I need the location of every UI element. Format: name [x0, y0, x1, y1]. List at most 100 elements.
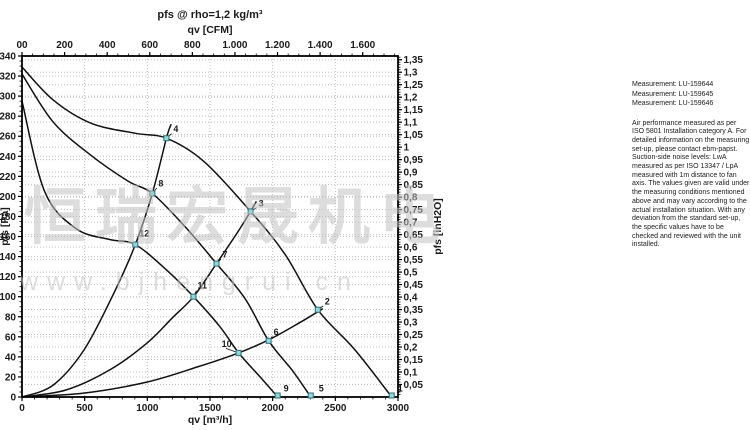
svg-text:2000: 2000 [262, 403, 285, 414]
svg-text:2500: 2500 [324, 403, 347, 414]
svg-text:0,25: 0,25 [404, 330, 424, 341]
svg-text:0,7: 0,7 [404, 218, 418, 229]
svg-text:800: 800 [184, 40, 201, 51]
svg-text:1000: 1000 [136, 403, 159, 414]
svg-text:0,55: 0,55 [404, 255, 424, 266]
fan-performance-chart: 0 500 1000 1500 2000 2500 3000 00 200 400 600 800 1.… [0, 9, 444, 426]
operating-point-marker [149, 190, 156, 197]
left-axis-label: pfs [Pa] [0, 207, 11, 246]
operating-point-label: 11 [197, 281, 207, 291]
svg-text:00: 00 [16, 40, 28, 51]
operating-point-marker [247, 208, 254, 215]
svg-text:1,25: 1,25 [404, 80, 424, 91]
svg-text:100: 100 [0, 292, 16, 303]
operating-point-label: 5 [319, 384, 324, 394]
right-axis-label: pfs [inH2O] [432, 198, 444, 255]
svg-text:1: 1 [404, 143, 410, 154]
measurement-line-3: Measurement: LU-159646 [632, 100, 714, 107]
operating-point-marker [190, 293, 197, 300]
operating-point-marker [213, 260, 220, 267]
svg-text:1.000: 1.000 [222, 40, 247, 51]
svg-text:220: 220 [0, 172, 16, 183]
operating-point-marker [274, 392, 281, 399]
operating-point-label: 9 [284, 384, 289, 394]
operating-point-label: 12 [139, 229, 149, 239]
operating-point-label: 1 [398, 384, 403, 394]
operating-point-marker [235, 349, 242, 356]
operating-point-label: 8 [158, 178, 163, 188]
operating-point-marker [388, 392, 395, 399]
svg-text:1.600: 1.600 [350, 40, 375, 51]
svg-text:0,15: 0,15 [404, 355, 424, 366]
operating-point-label: 2 [325, 297, 330, 307]
svg-text:340: 340 [0, 52, 16, 63]
svg-text:0,3: 0,3 [404, 318, 418, 329]
svg-text:260: 260 [0, 132, 16, 143]
svg-text:0,2: 0,2 [404, 343, 418, 354]
svg-text:0,05: 0,05 [404, 380, 424, 391]
svg-text:200: 200 [56, 40, 73, 51]
svg-text:0: 0 [10, 393, 16, 404]
svg-text:1.200: 1.200 [265, 40, 290, 51]
fan-curve-2 [21, 73, 312, 398]
svg-text:0,35: 0,35 [404, 305, 424, 316]
operating-point-label: 6 [274, 327, 279, 337]
svg-text:180: 180 [0, 212, 16, 223]
chart-title: pfs @ rho=1,2 kg/m³ [157, 9, 263, 21]
svg-text:0,65: 0,65 [404, 230, 424, 241]
operating-point-marker [163, 135, 170, 142]
operating-point-marker [314, 306, 321, 313]
svg-text:0,95: 0,95 [404, 155, 424, 166]
svg-text:60: 60 [5, 332, 17, 343]
axes: 0 500 1000 1500 2000 2500 3000 00 200 400 600 800 1.… [0, 40, 423, 414]
svg-text:1,1: 1,1 [404, 118, 418, 129]
svg-text:0,5: 0,5 [404, 268, 418, 279]
svg-text:1,35: 1,35 [404, 55, 424, 66]
operating-point-label: 7 [223, 250, 228, 260]
svg-text:0,85: 0,85 [404, 180, 424, 191]
fan-curve-1 [21, 66, 393, 398]
svg-text:400: 400 [99, 40, 116, 51]
svg-text:140: 140 [0, 252, 16, 263]
svg-text:600: 600 [141, 40, 158, 51]
svg-text:240: 240 [0, 152, 16, 163]
svg-text:120: 120 [0, 272, 16, 283]
fan-curve-3 [21, 100, 279, 398]
svg-text:1500: 1500 [199, 403, 222, 414]
svg-text:0,75: 0,75 [404, 205, 424, 216]
disclaimer-text: Air performance measured as per ISO 5801… [632, 119, 750, 249]
operating-point-marker [307, 392, 314, 399]
measurement-line-1: Measurement: LU-159644 [632, 81, 714, 88]
system-curve-1 [21, 123, 172, 398]
measurement-line-2: Measurement: LU-159645 [632, 90, 714, 98]
svg-text:300: 300 [0, 92, 16, 103]
system-curve-3 [21, 308, 324, 398]
svg-text:1,15: 1,15 [404, 105, 424, 116]
gridlines [22, 56, 398, 397]
svg-text:500: 500 [76, 403, 93, 414]
svg-text:20: 20 [5, 372, 17, 383]
svg-text:0,6: 0,6 [404, 243, 418, 254]
svg-text:1,2: 1,2 [404, 93, 418, 104]
operating-point-label: 4 [173, 124, 178, 134]
svg-text:160: 160 [0, 232, 16, 243]
svg-text:0,4: 0,4 [404, 293, 418, 304]
svg-text:3000: 3000 [387, 403, 410, 414]
svg-text:80: 80 [5, 312, 17, 323]
operating-point-marker [132, 241, 139, 248]
curves [21, 66, 393, 398]
operating-point-label: 3 [259, 198, 264, 208]
svg-text:0,45: 0,45 [404, 280, 424, 291]
svg-text:280: 280 [0, 112, 16, 123]
svg-text:1,05: 1,05 [404, 130, 424, 141]
svg-text:1.400: 1.400 [308, 40, 333, 51]
system-curve-2 [21, 201, 258, 398]
operating-point-label: 10 [222, 339, 232, 349]
bottom-axis-label: qv [m³/h] [188, 414, 232, 426]
side-panel: Measurement: LU-159644 Measurement: LU-1… [632, 80, 750, 250]
svg-text:200: 200 [0, 192, 16, 203]
svg-text:1,3: 1,3 [404, 68, 418, 79]
operating-point-marker [265, 337, 272, 344]
